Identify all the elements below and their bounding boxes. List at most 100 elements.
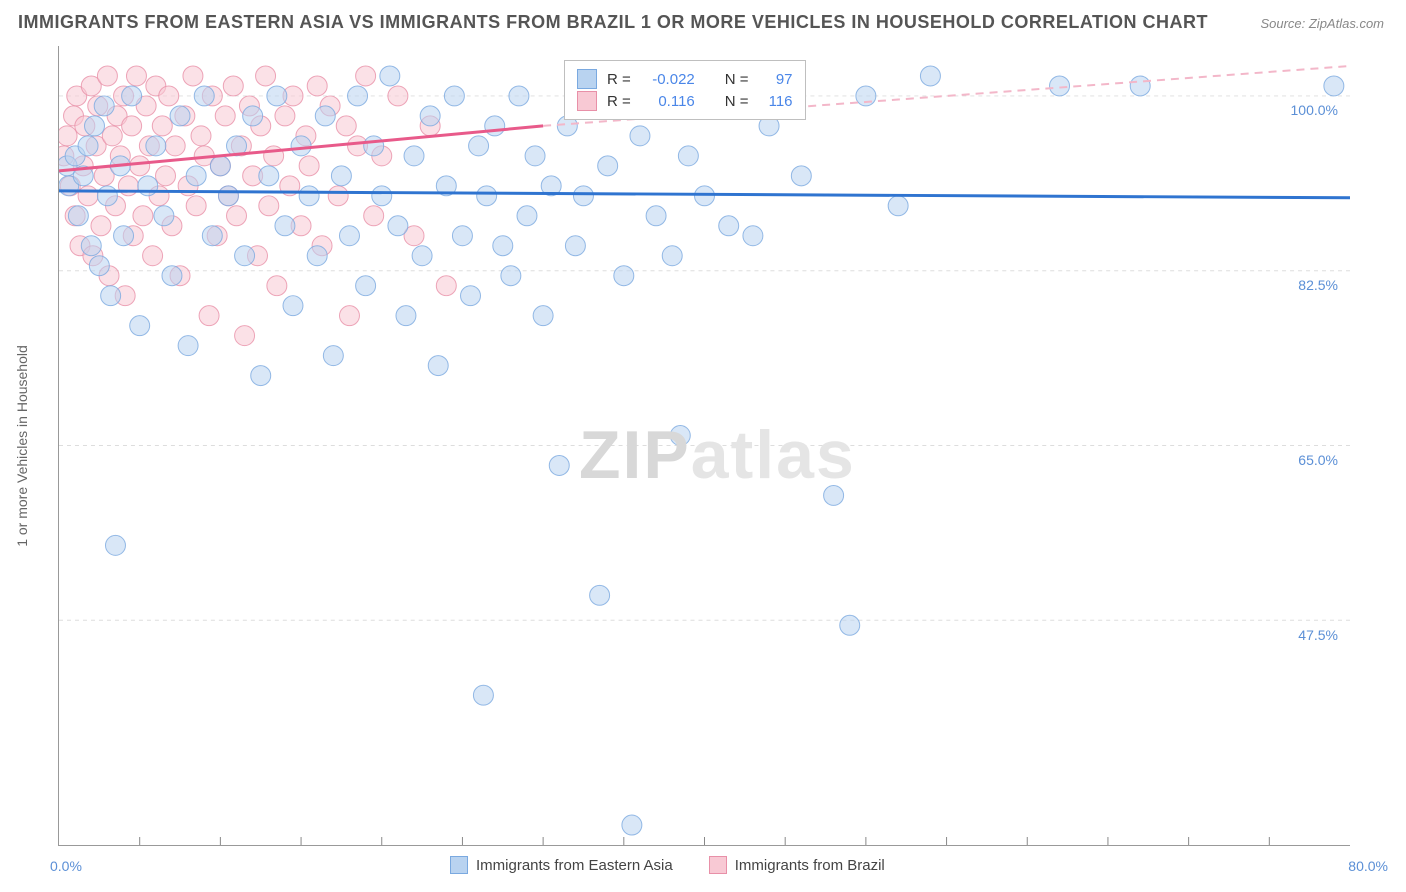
legend-label-a: Immigrants from Eastern Asia (476, 857, 673, 874)
point-series-b (235, 326, 255, 346)
point-series-a (565, 236, 585, 256)
legend-item-b: Immigrants from Brazil (709, 856, 885, 874)
point-series-a (573, 186, 593, 206)
n-value-b: 116 (759, 93, 793, 110)
point-series-a (291, 136, 311, 156)
stats-row-a: R = -0.022 N = 97 (577, 69, 793, 89)
swatch-series-a (450, 856, 468, 874)
point-series-a (1130, 76, 1150, 96)
point-series-a (170, 106, 190, 126)
point-series-b (143, 246, 163, 266)
point-series-a (243, 106, 263, 126)
point-series-a (97, 186, 117, 206)
point-series-a (372, 186, 392, 206)
point-series-b (275, 106, 295, 126)
point-series-a (283, 296, 303, 316)
point-series-a (364, 136, 384, 156)
point-series-a (469, 136, 489, 156)
n-label: N = (725, 93, 749, 110)
point-series-b (102, 126, 122, 146)
point-series-b (307, 76, 327, 96)
point-series-b (118, 176, 138, 196)
legend-label-b: Immigrants from Brazil (735, 857, 885, 874)
point-series-a (630, 126, 650, 146)
point-series-a (178, 336, 198, 356)
point-series-a (331, 166, 351, 186)
point-series-a (194, 86, 214, 106)
point-series-a (114, 226, 134, 246)
point-series-a (517, 206, 537, 226)
point-series-a (590, 585, 610, 605)
point-series-b (256, 66, 276, 86)
point-series-a (598, 156, 618, 176)
x-axis-max-label: 80.0% (1348, 858, 1388, 874)
point-series-a (396, 306, 416, 326)
point-series-a (646, 206, 666, 226)
point-series-a (614, 266, 634, 286)
point-series-a (888, 196, 908, 216)
point-series-b (159, 86, 179, 106)
point-series-a (719, 216, 739, 236)
point-series-a (622, 815, 642, 835)
point-series-b (97, 66, 117, 86)
n-label: N = (725, 71, 749, 88)
point-series-a (315, 106, 335, 126)
source-label: Source: ZipAtlas.com (1260, 16, 1384, 31)
point-series-a (920, 66, 940, 86)
point-series-a (339, 226, 359, 246)
legend-item-a: Immigrants from Eastern Asia (450, 856, 673, 874)
y-axis-label: 1 or more Vehicles in Household (14, 345, 30, 547)
y-tick-label: 47.5% (1298, 627, 1338, 643)
point-series-b (299, 156, 319, 176)
point-series-b (130, 156, 150, 176)
point-series-b (199, 306, 219, 326)
point-series-b (356, 66, 376, 86)
point-series-a (525, 146, 545, 166)
point-series-a (420, 106, 440, 126)
point-series-a (130, 316, 150, 336)
point-series-a (662, 246, 682, 266)
point-series-b (259, 196, 279, 216)
point-series-a (485, 116, 505, 136)
r-label: R = (607, 71, 631, 88)
point-series-a (549, 455, 569, 475)
point-series-b (227, 206, 247, 226)
point-series-a (85, 116, 105, 136)
point-series-a (235, 246, 255, 266)
point-series-a (388, 216, 408, 236)
point-series-b (388, 86, 408, 106)
point-series-a (94, 96, 114, 116)
point-series-a (743, 226, 763, 246)
point-series-a (251, 366, 271, 386)
swatch-series-b (709, 856, 727, 874)
n-value-a: 97 (759, 71, 793, 88)
point-series-a (840, 615, 860, 635)
chart-title: IMMIGRANTS FROM EASTERN ASIA VS IMMIGRAN… (18, 12, 1208, 33)
point-series-a (275, 216, 295, 236)
point-series-b (436, 276, 456, 296)
point-series-a (428, 356, 448, 376)
point-series-b (183, 66, 203, 86)
point-series-a (68, 206, 88, 226)
bottom-legend: Immigrants from Eastern Asia Immigrants … (450, 856, 885, 874)
point-series-b (328, 186, 348, 206)
point-series-a (1050, 76, 1070, 96)
r-value-b: 0.116 (641, 93, 695, 110)
point-series-a (122, 86, 142, 106)
point-series-b (59, 126, 77, 146)
point-series-a (267, 86, 287, 106)
point-series-a (509, 86, 529, 106)
y-tick-label: 65.0% (1298, 452, 1338, 468)
point-series-a (477, 186, 497, 206)
point-series-b (336, 116, 356, 136)
point-series-a (473, 685, 493, 705)
point-series-b (122, 116, 142, 136)
point-series-a (218, 186, 238, 206)
point-series-a (81, 236, 101, 256)
point-series-a (501, 266, 521, 286)
point-series-a (670, 426, 690, 446)
point-series-a (412, 246, 432, 266)
point-series-b (186, 196, 206, 216)
point-series-a (461, 286, 481, 306)
point-series-b (91, 216, 111, 236)
